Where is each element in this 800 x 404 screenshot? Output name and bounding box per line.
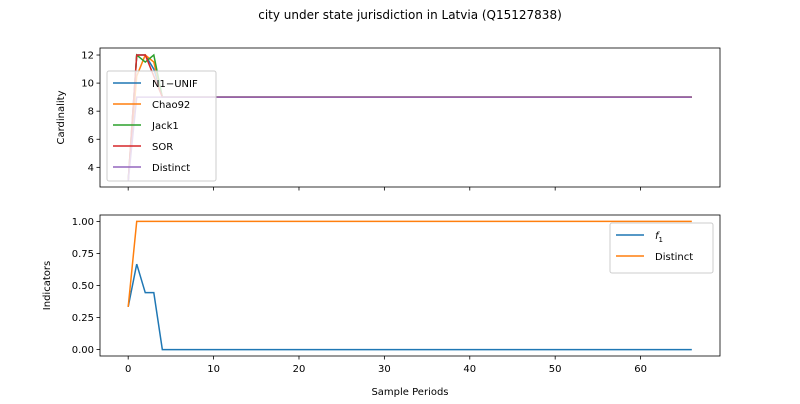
y-tick-label: 0.75 <box>72 249 94 260</box>
y-tick-label: 4 <box>88 163 94 174</box>
legend-entry: f1 <box>655 231 663 244</box>
legend-entry: Distinct <box>152 163 190 174</box>
y-tick-label: 10 <box>81 79 94 90</box>
legend-entry: Jack1 <box>151 121 179 132</box>
y-tick-label: 0.00 <box>72 345 94 356</box>
legend-entry: N1−UNIF <box>152 79 198 90</box>
series-line-f1 <box>127 263 692 351</box>
x-axis-label: Sample Periods <box>371 387 448 398</box>
legend-box <box>609 222 714 274</box>
y-tick-label: 8 <box>88 107 94 118</box>
cardinality-panel: 4 6 8 10 12 Cardinality N1−UNIF Chao92 Jack1 SOR D… <box>56 47 721 191</box>
indicators-panel: 0 10 20 30 40 50 60 0.00 0.25 0.50 0.75 1.00 Indicat… <box>42 214 721 375</box>
x-tick-label: 60 <box>634 364 647 375</box>
legend: f1 Distinct <box>609 222 714 274</box>
legend-entry: Chao92 <box>152 100 190 111</box>
legend-entry: SOR <box>152 142 173 153</box>
x-tick-label: 40 <box>463 364 476 375</box>
x-tick-label: 50 <box>549 364 562 375</box>
legend: N1−UNIF Chao92 Jack1 SOR Distinct <box>106 70 217 182</box>
series-line-distinct <box>127 220 692 307</box>
y-axis-label: Indicators <box>42 261 53 310</box>
x-tick-label: 10 <box>207 364 220 375</box>
y-tick-label: 6 <box>88 135 94 146</box>
legend-box <box>106 70 217 182</box>
legend-entry: Distinct <box>655 252 693 263</box>
y-tick-label: 1.00 <box>72 217 94 228</box>
x-tick-label: 0 <box>125 364 131 375</box>
x-tick-label: 30 <box>378 364 391 375</box>
y-axis-label: Cardinality <box>56 90 67 144</box>
x-tick-label: 20 <box>293 364 306 375</box>
y-tick-label: 0.25 <box>72 313 94 324</box>
y-tick-label: 12 <box>81 51 94 62</box>
axes-frame <box>99 47 721 188</box>
chart-title: city under state jurisdiction in Latvia … <box>258 8 562 22</box>
y-tick-label: 0.50 <box>72 281 94 292</box>
